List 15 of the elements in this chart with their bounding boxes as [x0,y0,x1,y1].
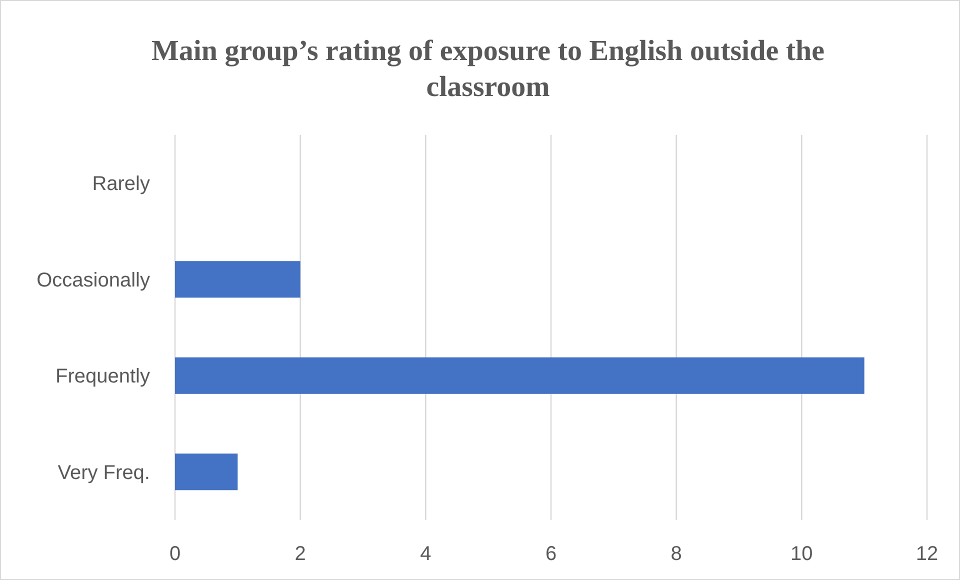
y-tick-label: Rarely [92,173,150,196]
x-tick-label: 2 [294,543,306,565]
y-tick-label: Occasionally [36,269,150,292]
bar [175,454,238,490]
x-tick-label: 10 [790,543,813,565]
bar [175,261,300,298]
bar [175,357,864,394]
x-tick-label: 6 [545,543,557,565]
chart-title: Main group’s rating of exposure to English outside the classroom [152,35,825,103]
y-tick-label: Very Freq. [58,462,150,484]
y-tick-label: Frequently [56,366,150,388]
x-tick-label: 8 [670,543,682,565]
x-tick-label: 12 [916,543,938,565]
x-tick-label: 4 [420,543,432,565]
x-tick-label: 0 [169,543,181,565]
